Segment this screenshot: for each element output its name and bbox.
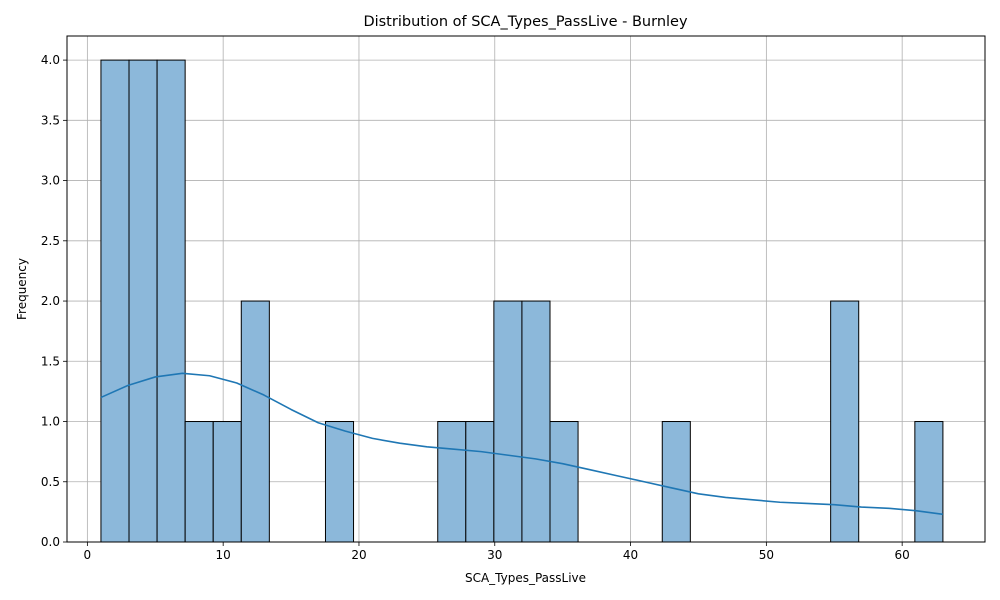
y-tick-label: 1.0 <box>41 415 60 429</box>
histogram-bar <box>914 421 944 543</box>
x-axis-ticks: 0 10 20 30 40 50 60 <box>84 542 910 562</box>
x-tick-label: 40 <box>623 548 638 562</box>
y-tick-label: 2.5 <box>41 234 60 248</box>
histogram-bar <box>661 421 691 543</box>
histogram-bar <box>549 421 579 543</box>
x-tick-label: 30 <box>487 548 502 562</box>
histogram-bar <box>100 59 130 543</box>
y-tick-label: 1.5 <box>41 354 60 368</box>
y-tick-label: 3.5 <box>41 113 60 127</box>
histogram-bar <box>184 421 214 543</box>
histogram-bar <box>212 421 242 543</box>
y-axis-ticks: 0.0 0.5 1.0 1.5 2.0 2.5 3.0 3.5 4.0 <box>41 53 67 549</box>
plot-frame <box>66 35 986 543</box>
histogram-bar <box>493 300 523 543</box>
y-axis-label: Frequency <box>15 258 29 320</box>
histogram-bar <box>128 59 158 543</box>
x-axis-label: SCA_Types_PassLive <box>465 571 586 585</box>
y-tick-label: 0.0 <box>41 535 60 549</box>
x-tick-label: 60 <box>895 548 910 562</box>
y-tick-label: 4.0 <box>41 53 60 67</box>
kde-line <box>100 372 944 516</box>
histogram-bar <box>437 421 467 543</box>
histogram-bar <box>465 421 495 543</box>
y-tick-label: 0.5 <box>41 475 60 489</box>
histogram-bar <box>156 59 186 543</box>
chart-title: Distribution of SCA_Types_PassLive - Bur… <box>363 14 688 30</box>
y-tick-label: 2.0 <box>41 294 60 308</box>
histogram-bar <box>830 300 860 543</box>
x-tick-label: 0 <box>84 548 92 562</box>
histogram-bar <box>240 300 270 543</box>
histogram-bar <box>521 300 551 543</box>
histogram-bars <box>100 59 944 543</box>
x-tick-label: 20 <box>351 548 366 562</box>
x-tick-label: 10 <box>216 548 231 562</box>
histogram-bar <box>324 421 355 543</box>
kde-curve <box>100 372 944 516</box>
y-tick-label: 3.0 <box>41 174 60 188</box>
x-tick-label: 50 <box>759 548 774 562</box>
